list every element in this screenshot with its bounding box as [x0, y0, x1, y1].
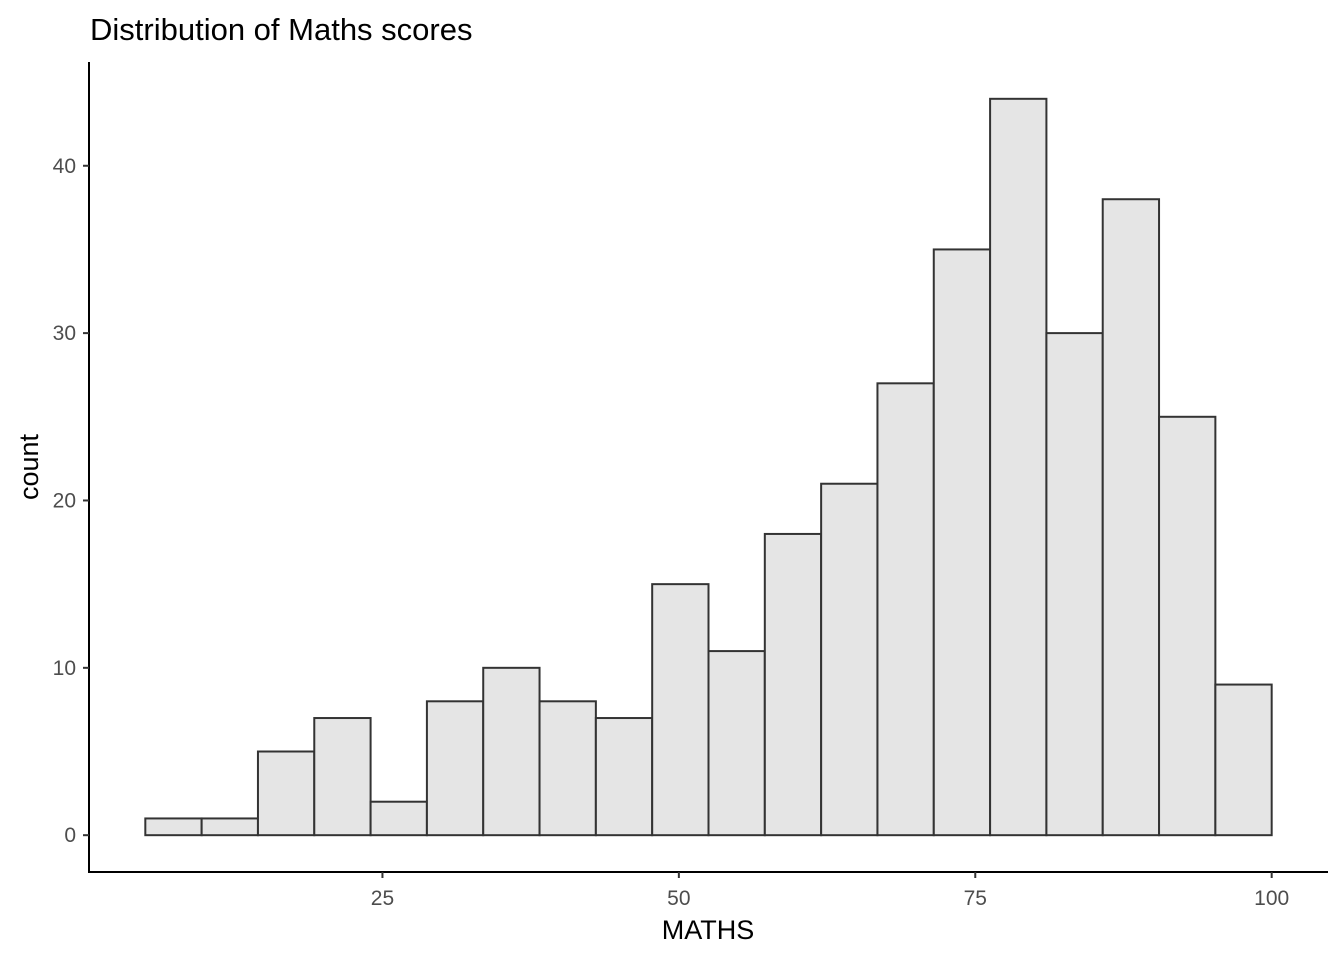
histogram-bar-5	[369, 800, 428, 837]
x-tick-label: 75	[964, 887, 987, 910]
y-axis-title: count	[14, 433, 44, 500]
y-tick-label: 30	[53, 322, 76, 345]
histogram-bar-7	[482, 666, 541, 837]
histogram-bar-9	[594, 717, 654, 837]
histogram-bar-6	[425, 700, 485, 837]
histogram-bar-13	[820, 482, 879, 837]
histogram-bar-10	[651, 583, 710, 837]
x-tick-label: 50	[667, 887, 690, 910]
y-tick-label: 20	[53, 489, 76, 512]
y-tick-label: 0	[64, 824, 76, 847]
y-ticks-group: 0 10 20 30 40	[53, 155, 89, 847]
histogram-bar-12	[763, 532, 823, 837]
histogram-bar-19	[1158, 415, 1217, 837]
bars-group	[144, 97, 1273, 837]
y-tick-label: 40	[53, 155, 76, 178]
histogram-bar-11	[707, 650, 766, 837]
histogram-bar-1	[144, 817, 203, 837]
histogram-bar-16	[989, 97, 1048, 837]
y-tick-label: 10	[53, 657, 76, 680]
x-ticks-group: 25 50 75 100	[371, 872, 1289, 910]
histogram-bar-3	[256, 750, 316, 837]
histogram-bar-17	[1045, 332, 1104, 837]
x-axis-title: MATHS	[662, 915, 755, 945]
chart-title: Distribution of Maths scores	[90, 12, 472, 47]
x-tick-label: 100	[1254, 887, 1289, 910]
histogram-bar-2	[200, 817, 259, 837]
histogram-bar-14	[876, 382, 935, 837]
histogram-bar-20	[1214, 683, 1273, 837]
histogram-bar-18	[1101, 198, 1161, 837]
histogram-bar-15	[932, 248, 992, 837]
histogram-bar-8	[538, 700, 597, 837]
histogram-bar-4	[313, 717, 372, 837]
x-tick-label: 25	[371, 887, 394, 910]
